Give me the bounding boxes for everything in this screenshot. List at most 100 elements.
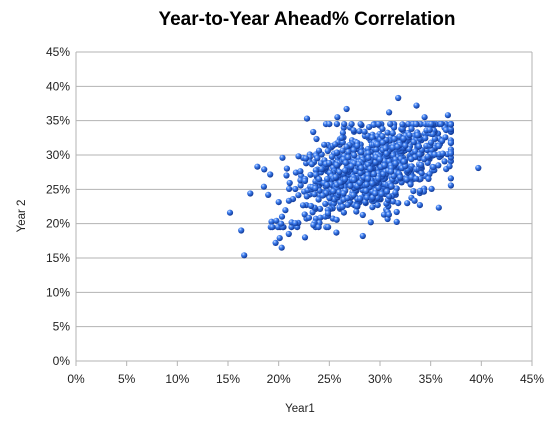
data-point	[350, 147, 357, 154]
data-point	[382, 145, 389, 152]
data-point	[381, 162, 388, 169]
data-point	[447, 150, 454, 157]
data-point	[339, 203, 346, 210]
data-point	[416, 187, 424, 194]
tick-layer: 0% 5% 10% 15% 20% 25% 30% 35% 40% 45% 0% 5% 10% 15% 20…	[46, 45, 544, 386]
data-point	[286, 185, 293, 192]
data-point	[313, 135, 320, 143]
data-point	[435, 204, 442, 211]
data-point	[410, 139, 417, 146]
data-point	[279, 154, 286, 161]
data-point	[343, 143, 350, 150]
data-point	[406, 132, 413, 139]
data-point	[321, 141, 328, 148]
data-point	[247, 190, 254, 197]
data-point	[238, 227, 245, 234]
data-point	[310, 222, 317, 229]
data-point	[369, 134, 376, 141]
data-point	[356, 179, 363, 186]
data-point	[265, 191, 272, 198]
data-point	[273, 217, 280, 224]
data-point	[275, 199, 282, 206]
data-point	[295, 192, 302, 199]
x-tick-label: 25%	[317, 372, 341, 386]
data-point	[272, 239, 279, 246]
data-point	[390, 198, 397, 205]
data-point	[325, 224, 332, 231]
data-point	[447, 182, 454, 189]
data-point	[303, 193, 310, 200]
data-point	[315, 224, 322, 231]
data-point	[380, 211, 388, 218]
data-point	[413, 121, 420, 128]
data-point	[359, 232, 366, 240]
data-point	[336, 168, 343, 176]
data-point	[408, 125, 415, 132]
data-point	[297, 177, 304, 184]
data-point	[333, 121, 340, 128]
data-point	[339, 129, 346, 136]
data-point	[358, 165, 365, 172]
data-point	[413, 175, 420, 182]
data-point	[359, 211, 366, 219]
data-point	[378, 191, 385, 198]
data-point	[369, 204, 376, 211]
data-point	[343, 105, 350, 113]
x-tick-label: 0%	[67, 372, 85, 386]
data-point	[406, 146, 413, 153]
data-point	[370, 121, 377, 128]
data-point	[390, 173, 397, 180]
data-point	[392, 189, 399, 196]
data-point	[276, 235, 283, 242]
data-point	[388, 168, 395, 175]
y-tick-label: 0%	[53, 354, 71, 368]
data-point	[363, 187, 370, 194]
data-point	[383, 188, 391, 195]
data-point	[389, 144, 396, 151]
x-tick-label: 45%	[520, 372, 544, 386]
chart-title: Year-to-Year Ahead% Correlation	[158, 9, 455, 30]
data-point	[319, 192, 326, 199]
data-point	[369, 180, 376, 187]
data-point	[353, 203, 361, 210]
data-point	[429, 131, 436, 138]
data-point	[350, 127, 357, 134]
data-point	[332, 174, 339, 181]
data-point	[278, 244, 285, 251]
data-point	[315, 176, 323, 183]
data-point	[421, 114, 428, 121]
data-point	[330, 188, 337, 195]
data-point	[363, 194, 371, 201]
data-point	[286, 179, 293, 187]
data-point	[307, 202, 315, 210]
data-point	[402, 142, 409, 149]
y-tick-label: 35%	[46, 114, 70, 128]
data-point	[389, 130, 396, 137]
data-point	[301, 234, 309, 241]
data-point	[305, 214, 313, 221]
data-point	[341, 121, 348, 128]
data-point	[370, 171, 377, 178]
data-point	[414, 132, 421, 139]
data-point	[339, 147, 346, 154]
point-layer	[226, 94, 482, 259]
data-point	[312, 185, 319, 192]
data-point	[324, 210, 332, 217]
data-point	[311, 191, 318, 198]
x-tick-label: 40%	[469, 372, 493, 386]
data-point	[383, 150, 390, 157]
data-point	[326, 160, 333, 167]
data-point	[427, 139, 434, 146]
data-point	[425, 175, 432, 182]
data-point	[324, 147, 331, 155]
data-point	[314, 155, 321, 162]
data-point	[357, 121, 364, 128]
data-point	[384, 129, 391, 136]
data-point	[428, 121, 435, 128]
x-tick-label: 10%	[165, 372, 189, 386]
data-point	[375, 175, 382, 182]
data-point	[333, 216, 340, 223]
data-point	[404, 200, 411, 207]
data-point	[353, 208, 360, 215]
